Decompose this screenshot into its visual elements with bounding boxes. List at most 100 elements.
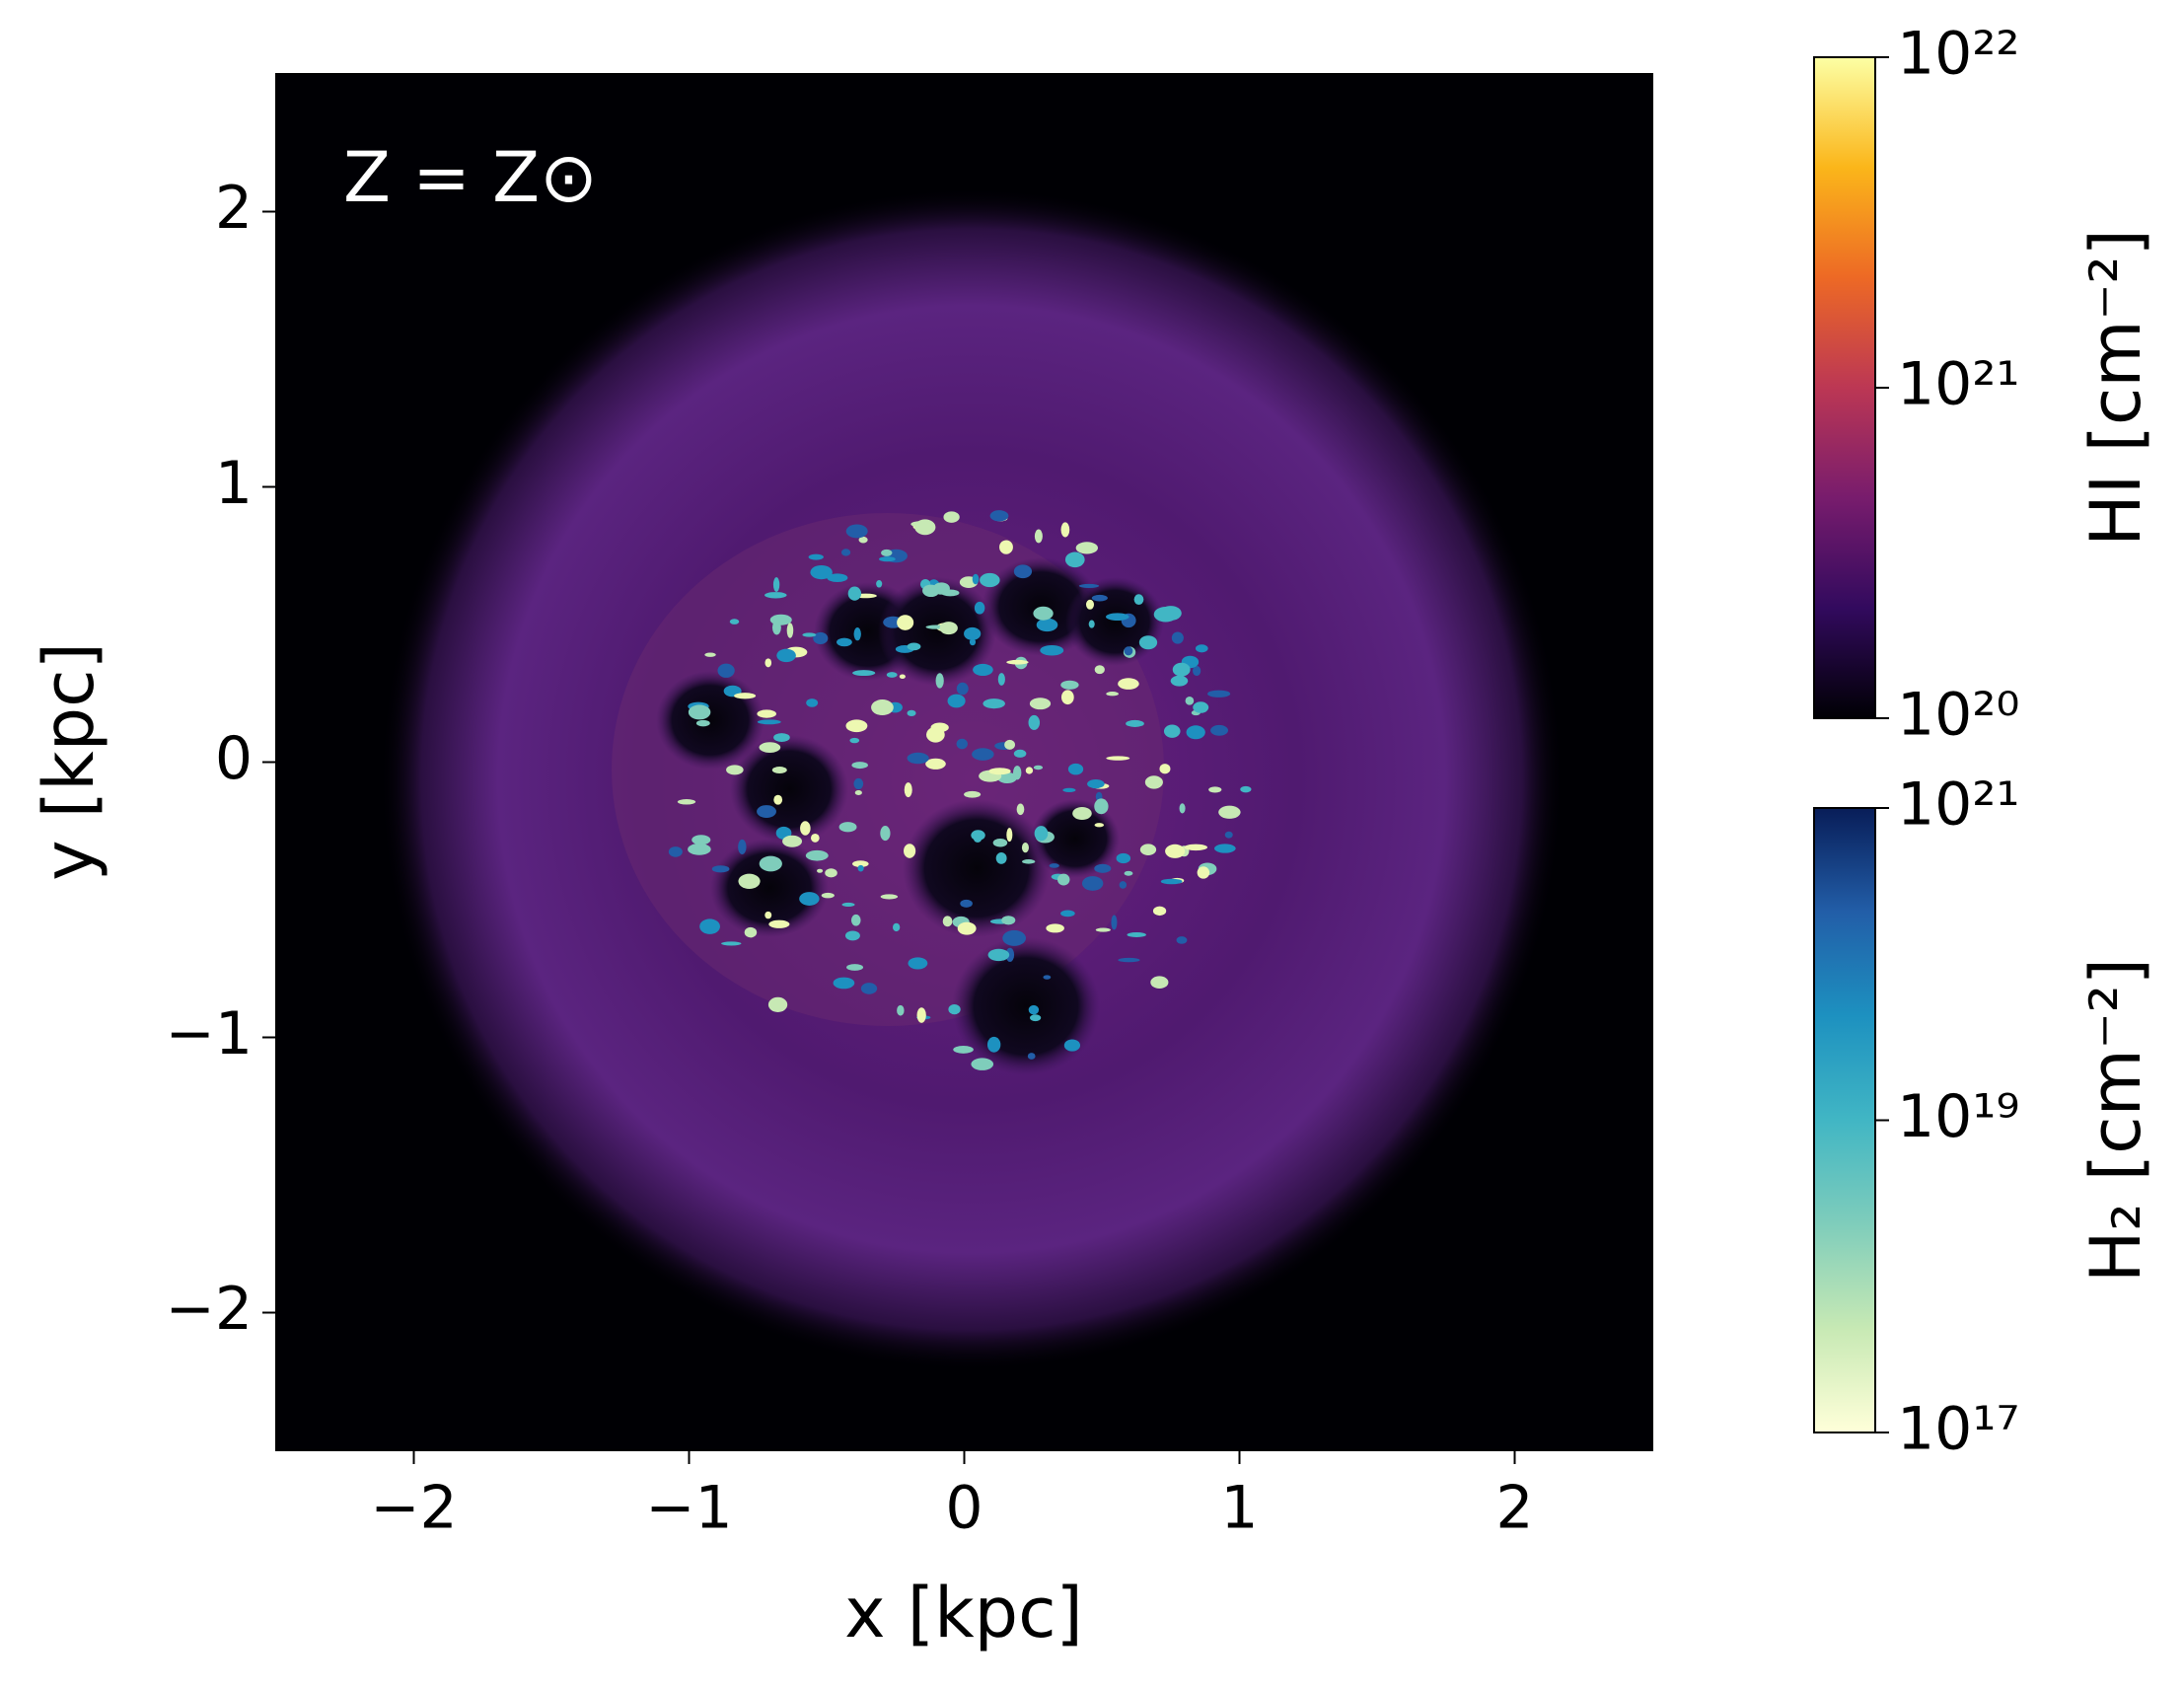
h2-clump	[711, 865, 730, 873]
h2-clump	[802, 632, 817, 637]
h2-clump	[800, 821, 811, 836]
h2-clump	[1195, 644, 1208, 653]
h2-clump	[992, 839, 1008, 847]
h2-clump	[827, 573, 848, 583]
h2-clump	[806, 698, 819, 707]
colorbar	[1813, 56, 1876, 719]
h2-clump	[971, 1058, 994, 1070]
h2-clump	[1027, 1053, 1036, 1060]
h2-clump	[1208, 786, 1222, 793]
h2-clump	[771, 620, 781, 635]
h2-clump	[881, 549, 893, 556]
h2-clump	[916, 1007, 926, 1023]
h2-clump	[1197, 866, 1210, 879]
h2-clump	[1064, 551, 1085, 568]
h2-clump	[838, 822, 857, 833]
h2-clump	[857, 864, 864, 872]
h2-clump	[1028, 714, 1041, 730]
h2-clump	[1118, 957, 1140, 963]
h2-clump	[699, 918, 720, 934]
h2-clump	[825, 868, 837, 878]
annotation: Z = Z⊙	[343, 137, 598, 218]
h2-clump	[817, 868, 824, 873]
h2-clump	[922, 584, 940, 598]
h2-clump	[799, 892, 820, 906]
colorbar-tick-label: 10²²	[1897, 20, 2019, 89]
h2-clump	[853, 777, 864, 790]
h2-clump	[1072, 807, 1092, 821]
h2-clump	[904, 844, 916, 858]
x-tick-label: 2	[1495, 1474, 1533, 1543]
h2-clump	[772, 577, 780, 592]
h2-clump	[764, 658, 772, 668]
h2-clump	[880, 826, 891, 842]
h2-clump	[1206, 690, 1231, 698]
h2-clump	[1184, 844, 1208, 851]
h2-clump	[1060, 680, 1079, 690]
h2-clump	[1159, 764, 1171, 774]
h2-clump	[879, 556, 896, 562]
h2-clump	[841, 902, 855, 908]
h2-clump	[726, 765, 744, 775]
x-axis-label: x [kpc]	[844, 1573, 1083, 1653]
h2-clump	[704, 652, 716, 657]
h2-clump	[695, 719, 710, 727]
colorbar-label: HI [cm⁻²]	[2075, 229, 2156, 547]
h2-clump	[1062, 787, 1076, 792]
h2-clump	[964, 790, 982, 798]
h2-clump	[973, 663, 993, 677]
h2-clump	[688, 704, 711, 720]
h2-clump	[956, 738, 968, 750]
h2-clump	[1127, 931, 1146, 938]
h2-clump	[1105, 613, 1129, 622]
h2-clump	[973, 832, 983, 844]
y-tick-label: 1	[215, 449, 253, 518]
h2-clump	[953, 1046, 974, 1054]
h2-clump	[871, 699, 894, 716]
h2-clump	[980, 572, 1000, 588]
h2-clump	[1043, 975, 1052, 980]
h2-clump	[782, 835, 803, 847]
h2-clump	[773, 794, 783, 805]
h2-clump	[969, 638, 977, 646]
h2-clump	[771, 767, 787, 773]
h2-clump	[907, 752, 929, 765]
h2-clump	[1186, 725, 1205, 740]
h2-clump	[1144, 775, 1163, 789]
h2-clump	[850, 914, 861, 926]
h2-clump	[808, 553, 824, 560]
colorbar-label: H₂ [cm⁻²]	[2075, 958, 2156, 1283]
y-tick-label: −2	[166, 1275, 253, 1344]
h2-clump	[988, 768, 1011, 775]
h2-clump	[1124, 646, 1133, 656]
h2-clump	[1118, 678, 1139, 690]
h2-clump	[717, 663, 735, 678]
h2-clump	[759, 855, 782, 872]
h2-clump	[1085, 599, 1095, 610]
h2-clump	[1106, 756, 1130, 761]
h2-clump	[1060, 522, 1070, 538]
h2-clump	[738, 839, 747, 854]
h2-clump	[1021, 843, 1029, 853]
h2-clump	[677, 799, 696, 805]
h2-clump	[734, 693, 757, 699]
h2-clump	[1013, 749, 1027, 758]
h2-clump	[759, 742, 781, 754]
y-axis-label: y [kpc]	[29, 642, 109, 881]
h2-clump	[1025, 767, 1034, 774]
h2-clump	[837, 637, 852, 647]
h2-clump	[849, 737, 860, 744]
h2-clump	[1078, 583, 1100, 588]
h2-clump	[1152, 906, 1167, 917]
y-tick-label: 0	[215, 724, 253, 793]
h2-clump	[1218, 805, 1241, 819]
h2-clump	[1176, 936, 1188, 944]
h2-clump	[947, 694, 966, 708]
h2-clump	[892, 922, 901, 932]
h2-clump	[1001, 916, 1016, 925]
h2-clump	[987, 948, 1010, 962]
h2-clump	[1056, 873, 1070, 886]
colorbar-tick-label: 10²¹	[1897, 350, 2019, 419]
image	[276, 74, 1652, 1450]
h2-clump	[858, 536, 868, 544]
